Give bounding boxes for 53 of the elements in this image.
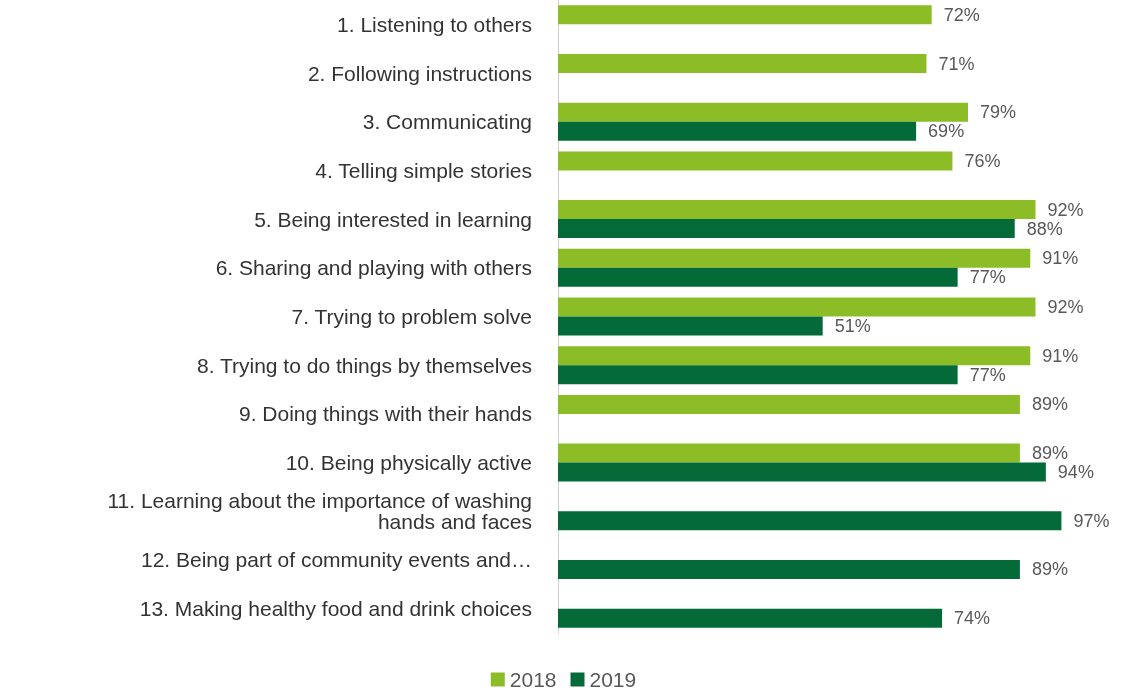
data-label: 88% xyxy=(1026,218,1063,239)
data-label: 77% xyxy=(969,364,1006,385)
bar xyxy=(558,200,1036,220)
data-label: 89% xyxy=(1031,443,1068,464)
bar xyxy=(558,559,1020,579)
data-label: 76% xyxy=(964,150,1001,171)
legend-label: 2018 xyxy=(509,668,557,691)
data-label: 72% xyxy=(943,4,980,25)
data-label: 69% xyxy=(928,121,965,142)
y-tick-label: 1. Listening to others xyxy=(337,12,532,36)
data-label: 89% xyxy=(1031,559,1068,580)
y-tick-label: 3. Communicating xyxy=(362,110,532,134)
y-tick-label: 7. Trying to problem solve xyxy=(291,305,532,328)
bar xyxy=(558,267,958,287)
data-label: 79% xyxy=(980,102,1017,123)
data-label: 71% xyxy=(938,53,975,74)
data-label: 97% xyxy=(1073,510,1110,531)
legend-label: 2019 xyxy=(589,668,637,691)
y-tick-label: 4. Telling simple stories xyxy=(315,158,532,182)
bar xyxy=(558,511,1062,531)
bar xyxy=(558,316,823,336)
bar xyxy=(558,121,917,141)
bar xyxy=(558,54,927,74)
data-label: 74% xyxy=(954,608,991,629)
bar xyxy=(558,5,932,25)
bar xyxy=(558,443,1020,463)
bar xyxy=(558,394,1020,414)
y-tick-label: 5. Being interested in learning xyxy=(254,207,532,231)
y-tick-label: 6. Sharing and playing with others xyxy=(215,256,532,280)
bar xyxy=(558,151,953,171)
bar xyxy=(558,297,1036,317)
y-tick-label: 10. Being physically active xyxy=(285,451,532,475)
data-label: 51% xyxy=(834,316,871,336)
bar xyxy=(558,462,1046,482)
y-tick-label: 13. Making healthy food and drink choices xyxy=(139,597,532,621)
bar xyxy=(558,608,943,628)
y-tick-label: 9. Doing things with their hands xyxy=(238,402,532,426)
data-label: 92% xyxy=(1047,199,1084,220)
bar xyxy=(558,365,958,385)
bar xyxy=(558,102,969,122)
data-label: 91% xyxy=(1042,248,1079,269)
data-label: 77% xyxy=(969,267,1006,288)
data-label: 91% xyxy=(1042,345,1079,366)
data-label: 89% xyxy=(1031,394,1068,415)
bar xyxy=(558,346,1031,366)
data-label: 92% xyxy=(1047,297,1084,317)
bar xyxy=(558,248,1031,268)
bar xyxy=(558,219,1015,239)
y-tick-label: 2. Following instructions xyxy=(307,61,532,85)
y-tick-label: 12. Being part of community events and… xyxy=(140,548,532,572)
y-tick-label: 8. Trying to do things by themselves xyxy=(196,353,532,377)
data-label: 94% xyxy=(1057,462,1094,483)
y-tick-label: 11. Learning about the importance of washing hands and faces xyxy=(107,489,532,534)
